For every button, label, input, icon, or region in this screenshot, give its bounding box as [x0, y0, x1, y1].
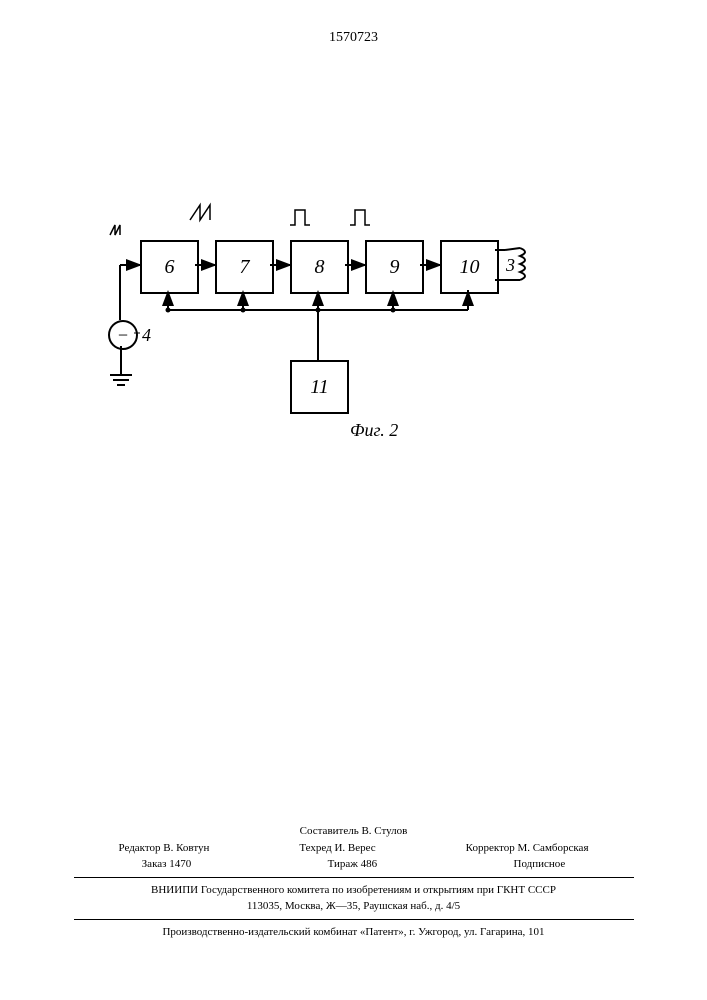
- tirage: Тираж 486: [328, 856, 378, 873]
- publisher-line-2: 113035, Москва, Ж—35, Раушская наб., д. …: [0, 898, 707, 915]
- page-number: 1570723: [329, 30, 378, 46]
- order-row: Заказ 1470 Тираж 486 Подписное: [74, 856, 634, 873]
- diagram-connections: [100, 180, 600, 440]
- subscription: Подписное: [514, 856, 566, 873]
- publisher-line-1: ВНИИПИ Государственного комитета по изоб…: [0, 882, 707, 899]
- footer-rule-2: [74, 919, 634, 920]
- order: Заказ 1470: [142, 856, 192, 873]
- compiler-line: Составитель В. Стулов: [0, 823, 707, 840]
- publisher-line-3: Производственно-издательский комбинат «П…: [0, 924, 707, 941]
- footer: Составитель В. Стулов Редактор В. Ковтун…: [0, 823, 707, 940]
- block-diagram: 6 7 8 9 10 11 − 4 3 Фиг. 2: [100, 180, 600, 440]
- editor: Редактор В. Ковтун: [118, 840, 209, 857]
- editor-row: Редактор В. Ковтун Техред И. Верес Корре…: [74, 840, 634, 857]
- footer-rule-1: [74, 877, 634, 878]
- corrector: Корректор М. Самборская: [466, 840, 589, 857]
- tech: Техред И. Верес: [299, 840, 375, 857]
